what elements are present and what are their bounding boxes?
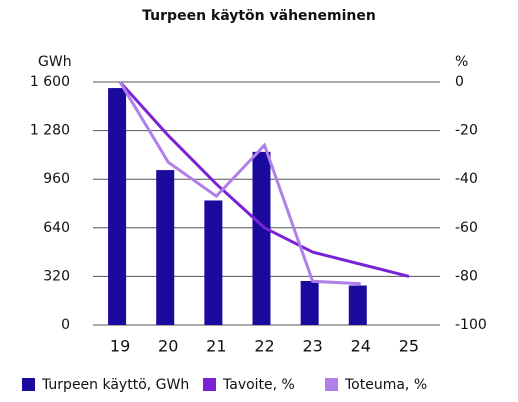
- y-tick-label: 960: [43, 171, 70, 187]
- bar: [204, 200, 223, 325]
- legend-swatch: [325, 378, 338, 391]
- y2-tick-label: -60: [455, 220, 478, 236]
- legend-label: Turpeen käyttö, GWh: [41, 377, 189, 393]
- y-tick-label: 1 600: [30, 74, 70, 90]
- y2-axis-label: %: [455, 54, 468, 70]
- line: [118, 81, 361, 286]
- x-tick-label: 25: [399, 337, 419, 356]
- bar: [108, 88, 127, 325]
- x-tick-label: 19: [110, 337, 130, 356]
- x-tick-label: 22: [254, 337, 274, 356]
- bar: [252, 151, 271, 325]
- y2-tick-label: -20: [455, 123, 478, 139]
- x-tick-label: 20: [158, 337, 178, 356]
- legend-label: Tavoite, %: [222, 377, 295, 393]
- legend-swatch: [22, 378, 35, 391]
- x-tick-label: 21: [206, 337, 226, 356]
- y-tick-label: 1 280: [30, 123, 70, 139]
- y-tick-label: 320: [43, 268, 70, 284]
- bar: [156, 170, 175, 325]
- bar: [300, 280, 319, 325]
- y2-tick-label: 0: [455, 74, 464, 90]
- y-tick-label: 0: [61, 317, 70, 333]
- legend-label: Toteuma, %: [344, 377, 427, 393]
- line: [118, 80, 410, 278]
- chart-title: Turpeen käytön väheneminen: [142, 8, 376, 24]
- x-tick-label: 24: [351, 337, 371, 356]
- x-tick-label: 23: [302, 337, 322, 356]
- y2-tick-label: -40: [455, 171, 478, 187]
- legend-swatch: [203, 378, 216, 391]
- bar: [348, 285, 367, 325]
- y2-tick-label: -80: [455, 268, 478, 284]
- y-axis-label: GWh: [38, 54, 72, 70]
- y-tick-label: 640: [43, 220, 70, 236]
- y2-tick-label: -100: [455, 317, 487, 333]
